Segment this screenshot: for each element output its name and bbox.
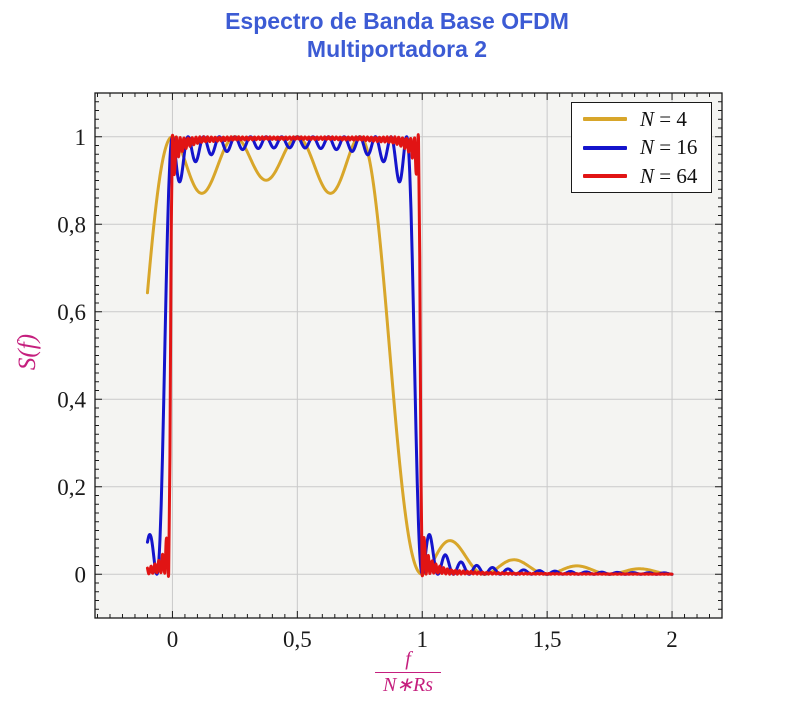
legend-label: N = 4 [640,106,687,131]
y-tick-label: 0,4 [57,387,86,412]
legend-label: N = 64 [640,163,698,188]
fraction-bar [375,672,441,673]
legend-line-swatch [583,174,627,178]
y-tick-label: 0,8 [57,212,86,237]
x-axis-label-numerator: f [405,648,411,670]
legend-item: N = 16 [572,135,711,160]
legend-item: N = 4 [572,107,711,132]
legend: N = 4 N = 16 N = 64 [571,102,712,193]
x-tick-label: 1,5 [533,627,562,652]
x-axis-label-denominator: N∗Rs [382,674,434,696]
x-axis-label: f N∗Rs [348,649,468,696]
x-tick-label: 1 [416,627,428,652]
legend-label: N = 16 [640,135,698,159]
legend-item: N = 64 [572,164,711,189]
spectrum-curve-64 [145,133,674,578]
legend-line-swatch [583,145,627,150]
x-tick-label: 2 [666,627,678,652]
y-tick-label: 0 [75,562,87,587]
y-tick-label: 0,2 [57,475,86,500]
x-tick-label: 0 [167,627,179,652]
plot-border [94,92,723,619]
chart-title-line2: Multiportadora 2 [306,36,488,62]
y-tick-label: 0,6 [57,300,86,325]
y-axis-label: S(f) [14,333,41,371]
y-tick-label: 1 [75,125,87,150]
chart-title: Espectro de Banda Base OFDM Multiportado… [0,7,794,63]
chart-title-line1: Espectro de Banda Base OFDM [225,8,569,34]
legend-line-swatch [583,117,627,121]
x-tick-label: 0,5 [283,627,312,652]
